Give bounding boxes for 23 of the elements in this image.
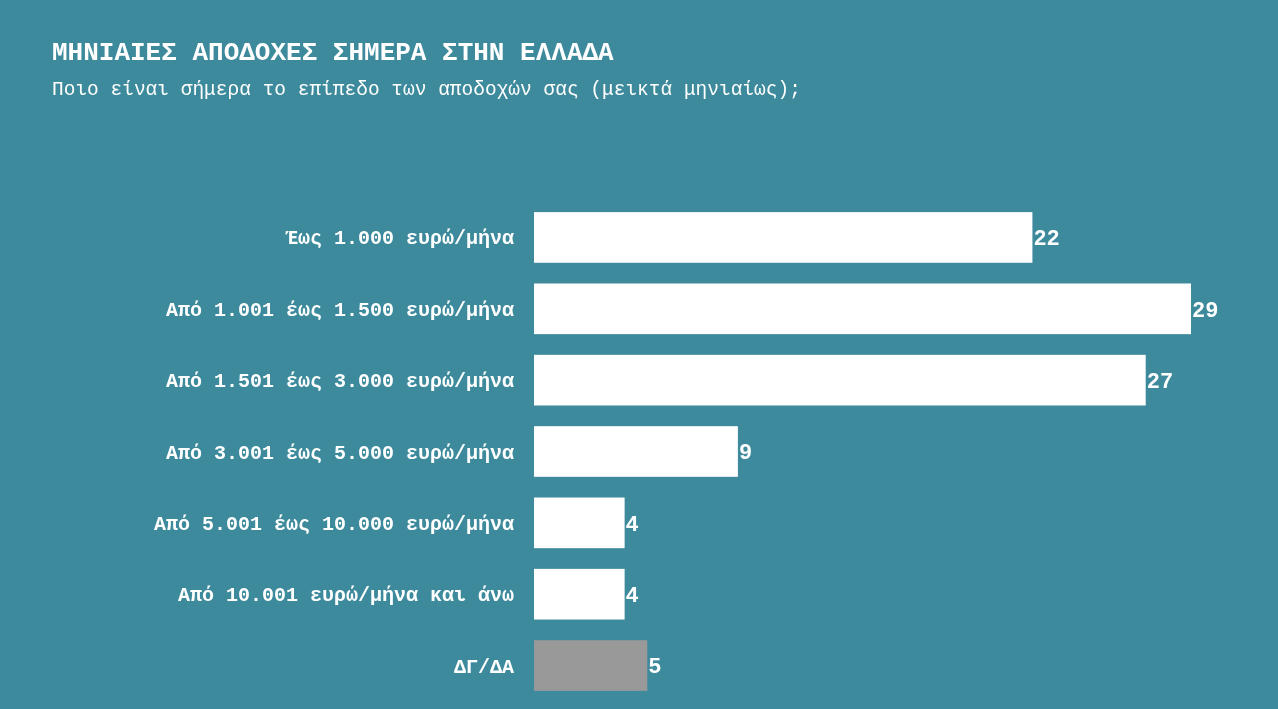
y-tick-label: Από 10.001 ευρώ/μήνα και άνω: [177, 584, 514, 608]
chart-title: ΜΗΝΙΑΙΕΣ ΑΠΟΔΟΧΕΣ ΣΗΜΕΡΑ ΣΤΗΝ ΕΛΛΑΔΑ: [52, 38, 615, 68]
bar: [534, 568, 625, 620]
bar: [534, 640, 648, 691]
bar: [534, 354, 1146, 406]
data-label: 9: [738, 441, 753, 467]
y-tick-label: Από 1.501 έως 3.000 ευρώ/μήνα: [165, 370, 514, 394]
chart-subtitle: Ποιο είναι σήμερα το επίπεδο των αποδοχών σας (μεικτά μηνιαίως);: [52, 79, 801, 101]
y-tick-label: Από 3.001 έως 5.000 ευρώ/μήνα: [165, 441, 514, 465]
y-tick-label: Από 1.001 έως 1.500 ευρώ/μήνα: [165, 298, 514, 322]
bar: [534, 212, 1033, 263]
data-label: 5: [648, 655, 662, 681]
data-label: 27: [1146, 369, 1174, 395]
data-label: 22: [1033, 227, 1060, 253]
data-label: 29: [1192, 298, 1219, 324]
data-label: 4: [625, 512, 639, 538]
y-tick-label: Έως 1.000 ευρώ/μήνα: [284, 227, 514, 251]
y-tick-label: Από 5.001 έως 10.000 ευρώ/μήνα: [153, 512, 514, 536]
bar: [534, 283, 1191, 335]
bar: [534, 426, 738, 477]
y-tick-label: ΔΓ/ΔΑ: [453, 655, 514, 679]
data-label: 4: [625, 583, 639, 609]
bar: [534, 497, 625, 549]
